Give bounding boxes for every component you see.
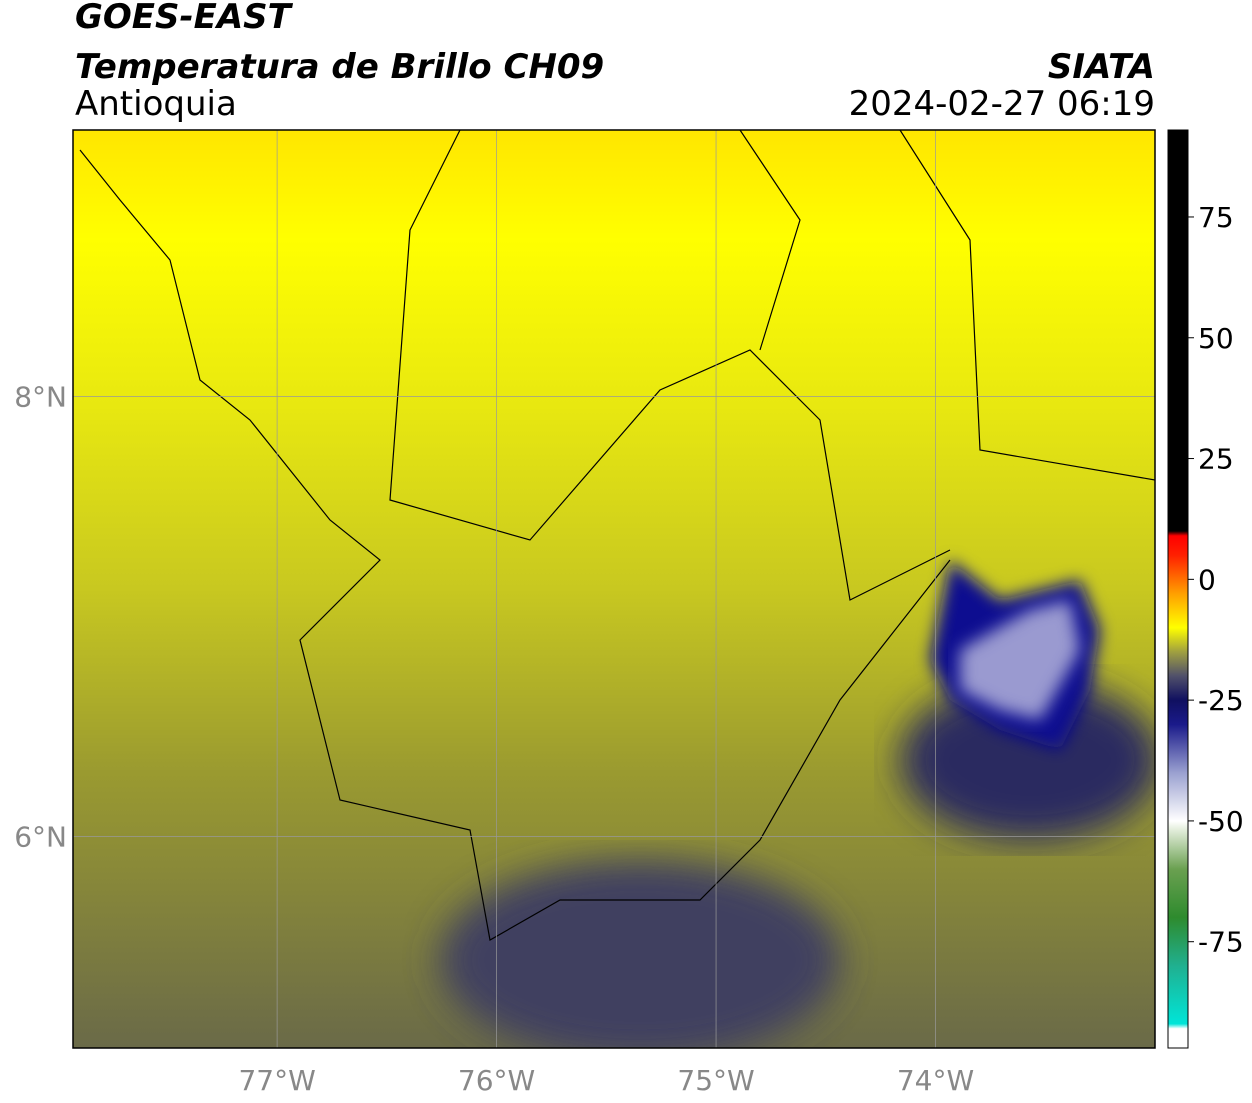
colorbar-tick-label: -50 (1198, 805, 1244, 838)
subtitle: Temperatura de Brillo CH09 (75, 47, 604, 87)
colorbar (1167, 129, 1189, 1049)
map-frame (72, 129, 1156, 1049)
colorbar-tick-label: 25 (1198, 443, 1234, 476)
colorbar-tick-label: -25 (1198, 684, 1244, 717)
brightness-field (73, 130, 1155, 1048)
datetime: 2024-02-27 06:19 (849, 84, 1155, 124)
x-tick-label: 74°W (897, 1064, 974, 1097)
colorbar-tick-label: 75 (1198, 201, 1234, 234)
x-tick-label: 75°W (677, 1064, 754, 1097)
grid (73, 130, 1155, 1048)
source: SIATA (1048, 47, 1155, 87)
region: Antioquia (75, 84, 237, 124)
title: GOES-EAST (75, 0, 294, 37)
y-tick-label: 6°N (14, 821, 67, 854)
colorbar-tick-label: -75 (1198, 926, 1244, 959)
x-tick-label: 77°W (238, 1064, 315, 1097)
y-tick-label: 8°N (14, 380, 67, 413)
colorbar-tick-label: 0 (1198, 563, 1216, 596)
x-tick-label: 76°W (458, 1064, 535, 1097)
colorbar-tick-label: 50 (1198, 322, 1234, 355)
